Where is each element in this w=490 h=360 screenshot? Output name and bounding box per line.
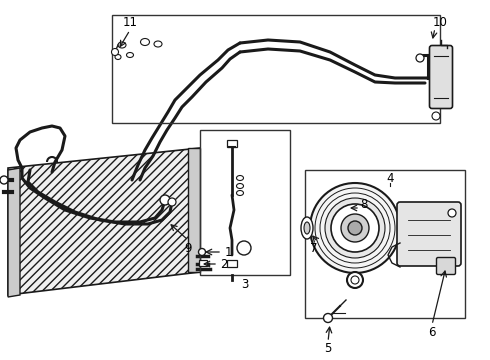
Ellipse shape — [115, 54, 121, 59]
Text: 6: 6 — [428, 325, 436, 338]
Circle shape — [348, 221, 362, 235]
Circle shape — [347, 272, 363, 288]
Text: 1: 1 — [224, 246, 232, 258]
Ellipse shape — [141, 39, 149, 45]
Bar — [199, 260, 207, 266]
Circle shape — [432, 112, 440, 120]
Circle shape — [351, 276, 359, 284]
Ellipse shape — [237, 184, 244, 189]
Circle shape — [448, 209, 456, 217]
Polygon shape — [8, 148, 200, 295]
Bar — [200, 130, 290, 275]
Circle shape — [237, 241, 251, 255]
Ellipse shape — [118, 42, 126, 48]
Ellipse shape — [304, 222, 310, 234]
Text: 8: 8 — [360, 198, 368, 211]
Ellipse shape — [237, 190, 244, 195]
Bar — [305, 170, 465, 318]
Circle shape — [325, 198, 385, 258]
Polygon shape — [8, 168, 20, 297]
FancyBboxPatch shape — [397, 202, 461, 266]
Circle shape — [168, 198, 176, 206]
Circle shape — [198, 248, 205, 256]
Bar — [227, 140, 237, 147]
Circle shape — [341, 214, 369, 242]
Bar — [227, 260, 237, 267]
Text: 9: 9 — [184, 242, 192, 255]
Bar — [112, 15, 440, 123]
Text: 11: 11 — [122, 15, 138, 28]
Text: 7: 7 — [310, 242, 318, 255]
Polygon shape — [188, 148, 200, 272]
Text: 10: 10 — [433, 15, 447, 28]
Circle shape — [160, 195, 170, 205]
FancyBboxPatch shape — [437, 257, 456, 274]
Text: 2: 2 — [220, 257, 228, 270]
Circle shape — [0, 176, 8, 184]
Ellipse shape — [301, 217, 313, 239]
Circle shape — [331, 204, 379, 252]
Circle shape — [416, 54, 424, 62]
Text: 3: 3 — [241, 279, 249, 292]
FancyBboxPatch shape — [430, 45, 452, 108]
Circle shape — [310, 183, 400, 273]
Circle shape — [323, 314, 333, 323]
Circle shape — [112, 49, 119, 55]
Ellipse shape — [126, 53, 133, 58]
Ellipse shape — [237, 175, 244, 180]
Text: 4: 4 — [386, 171, 394, 184]
Ellipse shape — [154, 41, 162, 47]
Text: 5: 5 — [324, 342, 332, 355]
